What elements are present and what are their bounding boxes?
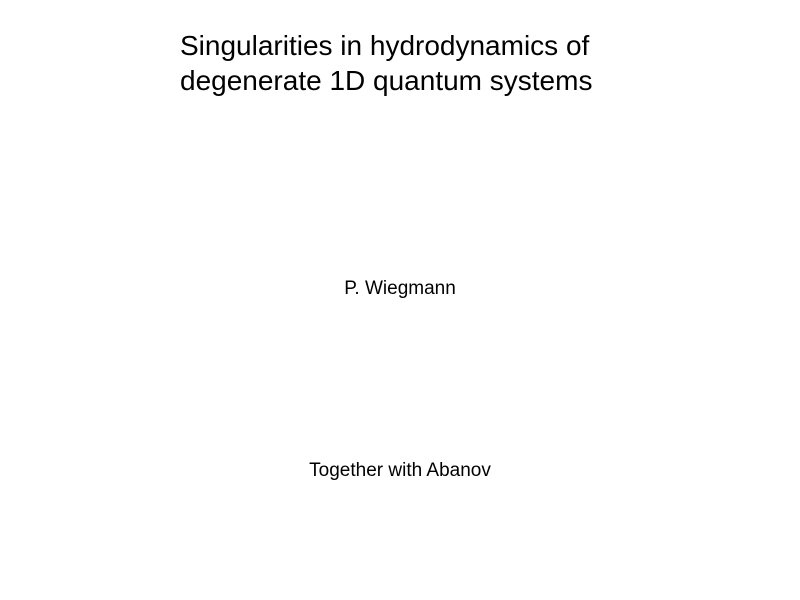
slide-title: Singularities in hydrodynamics of degene… — [180, 28, 660, 98]
author-name: P. Wiegmann — [0, 278, 800, 300]
collaboration-text: Together with Abanov — [0, 460, 800, 482]
